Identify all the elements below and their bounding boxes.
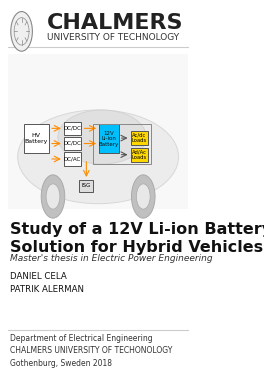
Text: Ac/dc
Loads: Ac/dc Loads: [132, 133, 147, 144]
Text: DANIEL CELA
PATRIK ALERMAN: DANIEL CELA PATRIK ALERMAN: [10, 272, 84, 294]
Text: DC/AC: DC/AC: [64, 157, 81, 162]
Text: Ad/Ac
Loads: Ad/Ac Loads: [132, 149, 147, 160]
Circle shape: [11, 12, 32, 51]
FancyBboxPatch shape: [130, 148, 148, 162]
Text: HV
Battery: HV Battery: [25, 133, 48, 144]
Text: 12V
Li-ion
Battery: 12V Li-ion Battery: [99, 131, 119, 147]
FancyBboxPatch shape: [64, 152, 81, 166]
FancyBboxPatch shape: [79, 180, 93, 192]
Circle shape: [136, 184, 150, 209]
Text: Master's thesis in Electric Power Engineering: Master's thesis in Electric Power Engine…: [10, 254, 213, 263]
Ellipse shape: [18, 110, 178, 204]
Text: DC/DC: DC/DC: [64, 141, 82, 146]
Circle shape: [131, 175, 155, 218]
FancyBboxPatch shape: [130, 131, 148, 145]
Text: UNIVERSITY OF TECHNOLOGY: UNIVERSITY OF TECHNOLOGY: [47, 33, 179, 43]
FancyBboxPatch shape: [23, 124, 49, 153]
Text: ISG: ISG: [82, 184, 91, 188]
FancyBboxPatch shape: [64, 137, 81, 150]
Text: Study of a 12V Li-ion Battery
Solution for Hybrid Vehicles: Study of a 12V Li-ion Battery Solution f…: [10, 222, 264, 256]
FancyBboxPatch shape: [99, 124, 119, 153]
Circle shape: [41, 175, 65, 218]
Text: DC/DC: DC/DC: [64, 126, 82, 131]
FancyBboxPatch shape: [8, 54, 188, 209]
Text: Department of Electrical Engineering
CHALMERS UNIVERSITY OF TECHONOLOGY
Gothenbu: Department of Electrical Engineering CHA…: [10, 333, 172, 367]
FancyBboxPatch shape: [64, 122, 81, 135]
Text: CHALMERS: CHALMERS: [47, 13, 183, 34]
Ellipse shape: [58, 110, 146, 164]
Circle shape: [46, 184, 60, 209]
